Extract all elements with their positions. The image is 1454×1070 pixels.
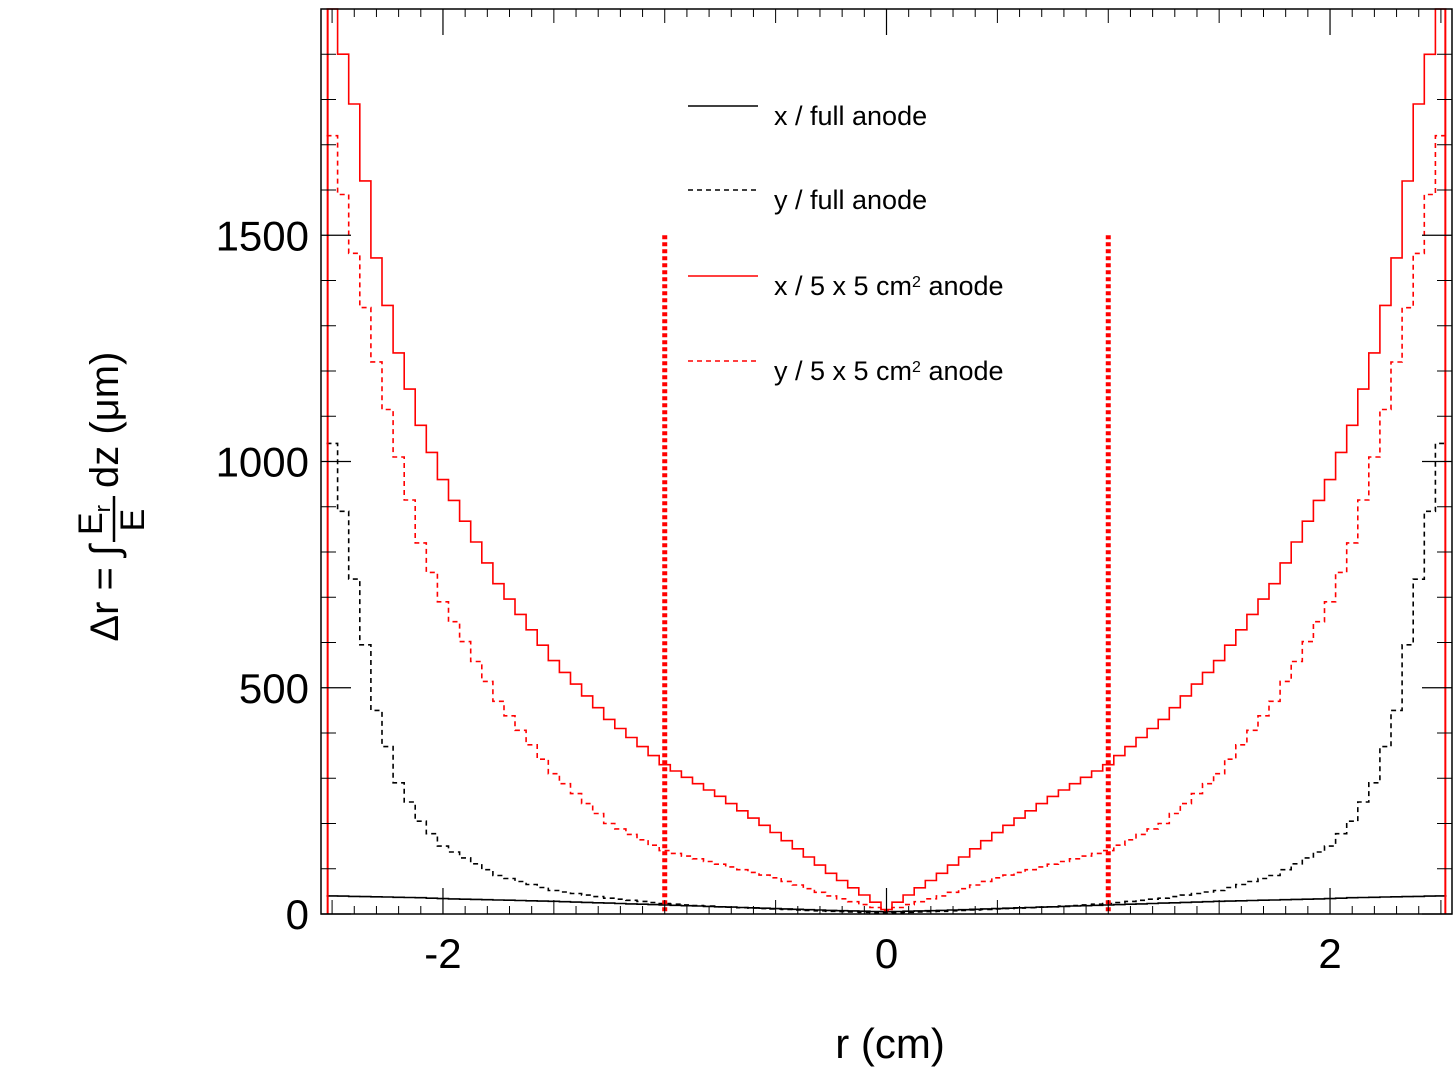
y-tick-label: 1500 bbox=[216, 212, 309, 259]
y-axis-label-suffix: dz (μm) bbox=[83, 352, 127, 488]
axis-ticks: 0 500 1000 1500 -2 0 2 bbox=[216, 9, 1452, 977]
series-line-2 bbox=[326, 8, 1447, 911]
plot-frame bbox=[320, 8, 1453, 915]
y-tick-label: 0 bbox=[286, 891, 309, 938]
y-tick-label: 500 bbox=[239, 665, 309, 712]
x-tick-label: -2 bbox=[424, 930, 461, 977]
x-axis-label: r (cm) bbox=[835, 1020, 945, 1067]
series-line-3 bbox=[326, 134, 1447, 912]
series-line-1 bbox=[326, 442, 1447, 914]
x-tick-label: 2 bbox=[1318, 930, 1341, 977]
legend-label-x-5x5-anode: x / 5 x 5 cm2 anode bbox=[774, 271, 1004, 301]
y-tick-label: 1000 bbox=[216, 439, 309, 486]
y-axis-label: Δr = ∫ Er E dz (μm) bbox=[72, 352, 152, 642]
y-axis-label-numerator: Er bbox=[72, 505, 115, 535]
legend: x / full anode y / full anode x / 5 x 5 … bbox=[688, 101, 1004, 386]
x-tick-label: 0 bbox=[875, 930, 898, 977]
y-axis-label-prefix: Δr = ∫ bbox=[83, 542, 127, 642]
legend-label-y-full-anode: y / full anode bbox=[774, 185, 927, 215]
legend-label-x-full-anode: x / full anode bbox=[774, 101, 927, 131]
legend-label-y-5x5-anode: y / 5 x 5 cm2 anode bbox=[774, 356, 1004, 386]
series-layer bbox=[326, 8, 1447, 914]
y-axis-label-denominator: E bbox=[114, 509, 152, 532]
